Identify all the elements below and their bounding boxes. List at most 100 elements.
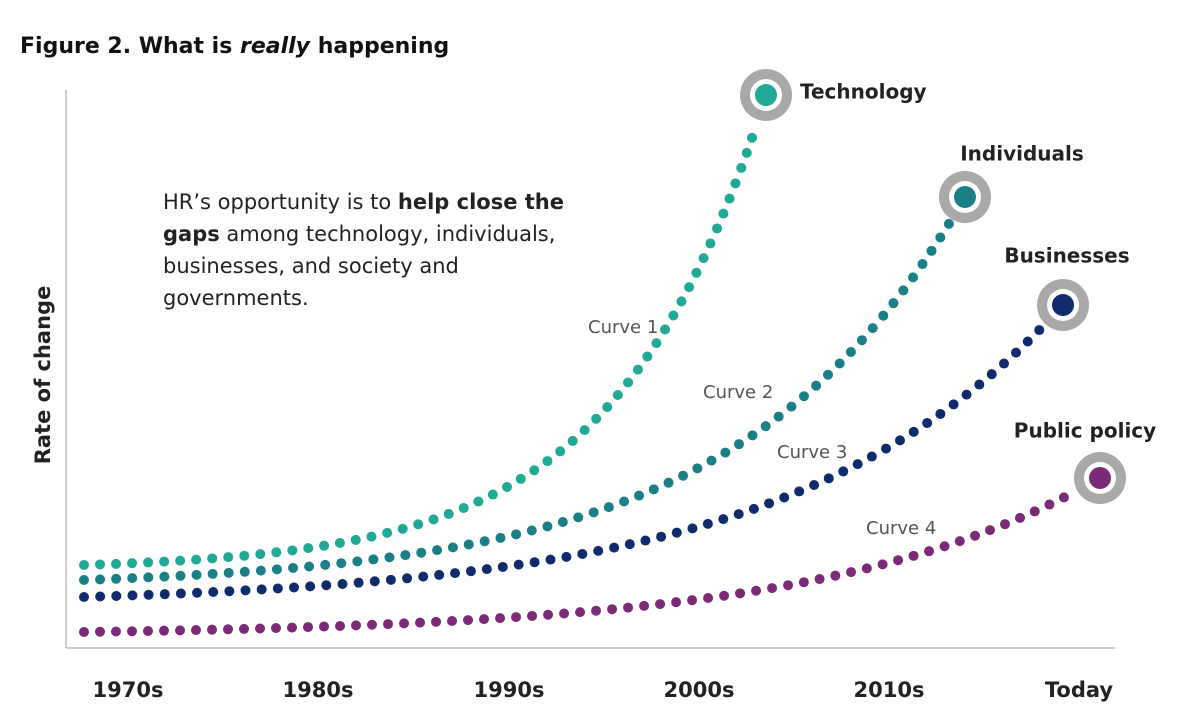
curve-dot	[954, 536, 965, 547]
curve-dot	[240, 585, 251, 596]
curve-dot	[602, 402, 613, 413]
curve-dot	[272, 583, 283, 594]
curve-dot	[192, 587, 203, 598]
curve-dot	[465, 566, 476, 577]
curve-dot	[655, 599, 666, 610]
curve-dot	[559, 608, 570, 619]
curve-label: Curve 3	[777, 442, 847, 463]
x-label: 2000s	[664, 678, 735, 702]
curve-dot	[671, 527, 682, 538]
curve-dot	[786, 401, 797, 412]
curve-dot	[527, 610, 538, 621]
curve-dot	[397, 523, 408, 534]
curve-dot	[463, 539, 474, 550]
curve-dot	[515, 473, 526, 484]
curve-dot	[783, 580, 794, 591]
curve-dot	[479, 614, 490, 625]
curve-dot	[561, 551, 572, 562]
title: Figure 2. What is really happening	[20, 34, 449, 59]
curve-dot	[416, 547, 427, 558]
curve-dot	[431, 616, 442, 627]
curve-dot	[692, 463, 703, 474]
curve-dot	[255, 549, 266, 560]
curve-dot	[767, 583, 778, 594]
curve-dot	[239, 550, 250, 561]
curve-dot	[720, 447, 731, 458]
curve-dot	[557, 517, 568, 528]
curve-dot	[513, 559, 524, 570]
curve-dot	[366, 531, 377, 542]
curve-dot	[724, 193, 735, 204]
curve-dot	[463, 615, 474, 626]
annotation-text: among technology, individuals, businesse…	[163, 222, 556, 310]
curve-label: Curve 1	[588, 317, 658, 338]
curve-dot	[271, 547, 282, 558]
curve-dot	[542, 521, 553, 532]
curve-dot	[845, 347, 856, 358]
curve-dot	[319, 540, 330, 551]
curve-dot	[529, 557, 540, 568]
curve-dot	[985, 525, 996, 536]
curve-dot	[1014, 512, 1025, 523]
curve-dot	[111, 590, 122, 601]
curve-dot	[271, 564, 282, 575]
curve-dot	[143, 557, 154, 568]
curve-dot	[207, 553, 218, 564]
x-label: 2010s	[854, 678, 925, 702]
curve-dot	[335, 620, 346, 631]
curve-dot	[823, 473, 834, 484]
curve-dot	[127, 558, 138, 569]
annotation: HR’s opportunity is to help close the ga…	[163, 186, 573, 314]
curve-name: Individuals	[960, 142, 1084, 166]
curve-dot	[970, 530, 981, 541]
curve-dot	[712, 223, 723, 234]
curve-dot	[175, 588, 186, 599]
annotation-text: HR’s opportunity is to	[163, 190, 398, 214]
curve-dot	[352, 556, 363, 567]
curve-dot	[432, 545, 443, 556]
curve-dot	[881, 443, 892, 454]
curve-dot	[447, 542, 458, 553]
curve-dot	[255, 565, 266, 576]
curve-dot	[127, 573, 138, 584]
curve-dot	[111, 573, 122, 584]
x-label: 1970s	[93, 678, 164, 702]
curve-dot	[529, 465, 540, 476]
curve-dot	[497, 561, 508, 572]
curve-dot	[698, 253, 709, 264]
curve-dot	[223, 624, 234, 635]
curve-dot	[898, 285, 909, 296]
curve-dot	[943, 218, 954, 229]
curve-dot	[651, 338, 662, 349]
curve-dot	[867, 323, 878, 334]
curve-dot	[175, 555, 186, 566]
curve-dot	[175, 625, 186, 636]
curve-label: Curve 4	[866, 518, 936, 539]
curve-dot	[922, 418, 933, 429]
x-label: Today	[1045, 678, 1114, 702]
curve-dot	[764, 498, 775, 509]
curve-dot	[95, 559, 106, 570]
curve-dot	[852, 459, 863, 470]
curve-dot	[511, 612, 522, 623]
curve-dot	[575, 607, 586, 618]
curve-dot	[159, 589, 170, 600]
curve-dot	[143, 572, 154, 583]
curve-dot	[127, 590, 138, 601]
title-text: Figure 2. What is	[20, 34, 240, 59]
curve-dot	[526, 525, 537, 536]
curve-dot	[861, 563, 872, 574]
curve-dot	[320, 559, 331, 570]
curve-dot	[705, 238, 716, 249]
curve-dot	[908, 550, 919, 561]
curve-dot	[573, 512, 584, 523]
curve-dot	[287, 622, 298, 633]
curve-dot	[542, 456, 553, 467]
curve-dot	[702, 518, 713, 529]
curve-dot	[304, 561, 315, 572]
curve-dot	[676, 296, 687, 307]
curve-dot	[809, 480, 820, 491]
curve-dot	[908, 272, 919, 283]
curve-dot	[866, 451, 877, 462]
curve-dot	[159, 571, 170, 582]
